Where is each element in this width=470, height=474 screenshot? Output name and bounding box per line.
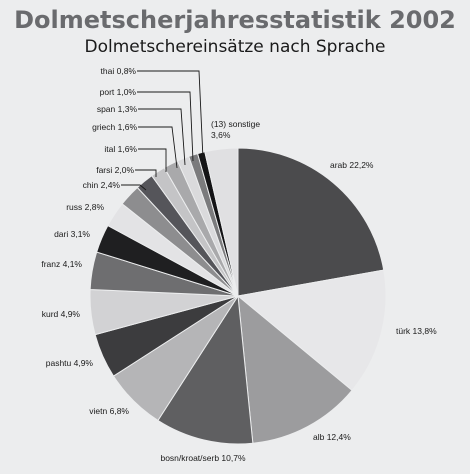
leader-line (138, 108, 186, 166)
slice-label-value: 3,6% (211, 130, 231, 140)
slice-label: arab 22,2% (330, 160, 374, 170)
slice-label: vietn 6,8% (89, 406, 129, 416)
slice-label: bosn/kroat/serb 10,7% (160, 453, 245, 463)
leader-lines (121, 70, 204, 191)
slice-label: thai 0,8% (101, 66, 137, 76)
slice-label: (13) sonstige (211, 119, 260, 129)
pie-slice (237, 294, 353, 444)
slice-label: port 1,0% (100, 87, 137, 97)
slice-label: chin 2,4% (83, 180, 121, 190)
pie-slice (236, 269, 387, 392)
leader-line (135, 169, 157, 177)
chart-subtitle: Dolmetschereinsätze nach Sprache (85, 37, 386, 57)
slice-label: dari 3,1% (54, 229, 90, 239)
slice-label: kurd 4,9% (42, 309, 81, 319)
chart-title: Dolmetscherjahresstatistik 2002 (14, 6, 456, 34)
slice-label: ital 1,6% (104, 144, 137, 154)
slice-labels: arab 22,2% türk 13,8% alb 12,4% bosn/kroat/… (41, 66, 437, 463)
slice-label: alb 12,4% (313, 432, 351, 442)
leader-line (138, 148, 167, 172)
slice-label: pashtu 4,9% (46, 358, 94, 368)
leader-line (138, 126, 178, 169)
pie-slice (237, 147, 385, 297)
slice-label: griech 1,6% (92, 122, 137, 132)
slice-label: franz 4,1% (41, 259, 82, 269)
slice-label: türk 13,8% (396, 326, 437, 336)
leader-line (137, 70, 204, 160)
slice-label: span 1,3% (97, 104, 138, 114)
leader-line (137, 91, 194, 162)
pie-slice (157, 294, 254, 445)
slice-label: russ 2,8% (66, 202, 104, 212)
pie-slices (89, 147, 387, 445)
pie-slice (204, 147, 239, 297)
leader-line (121, 184, 147, 191)
slice-label: farsi 2,0% (96, 165, 134, 175)
